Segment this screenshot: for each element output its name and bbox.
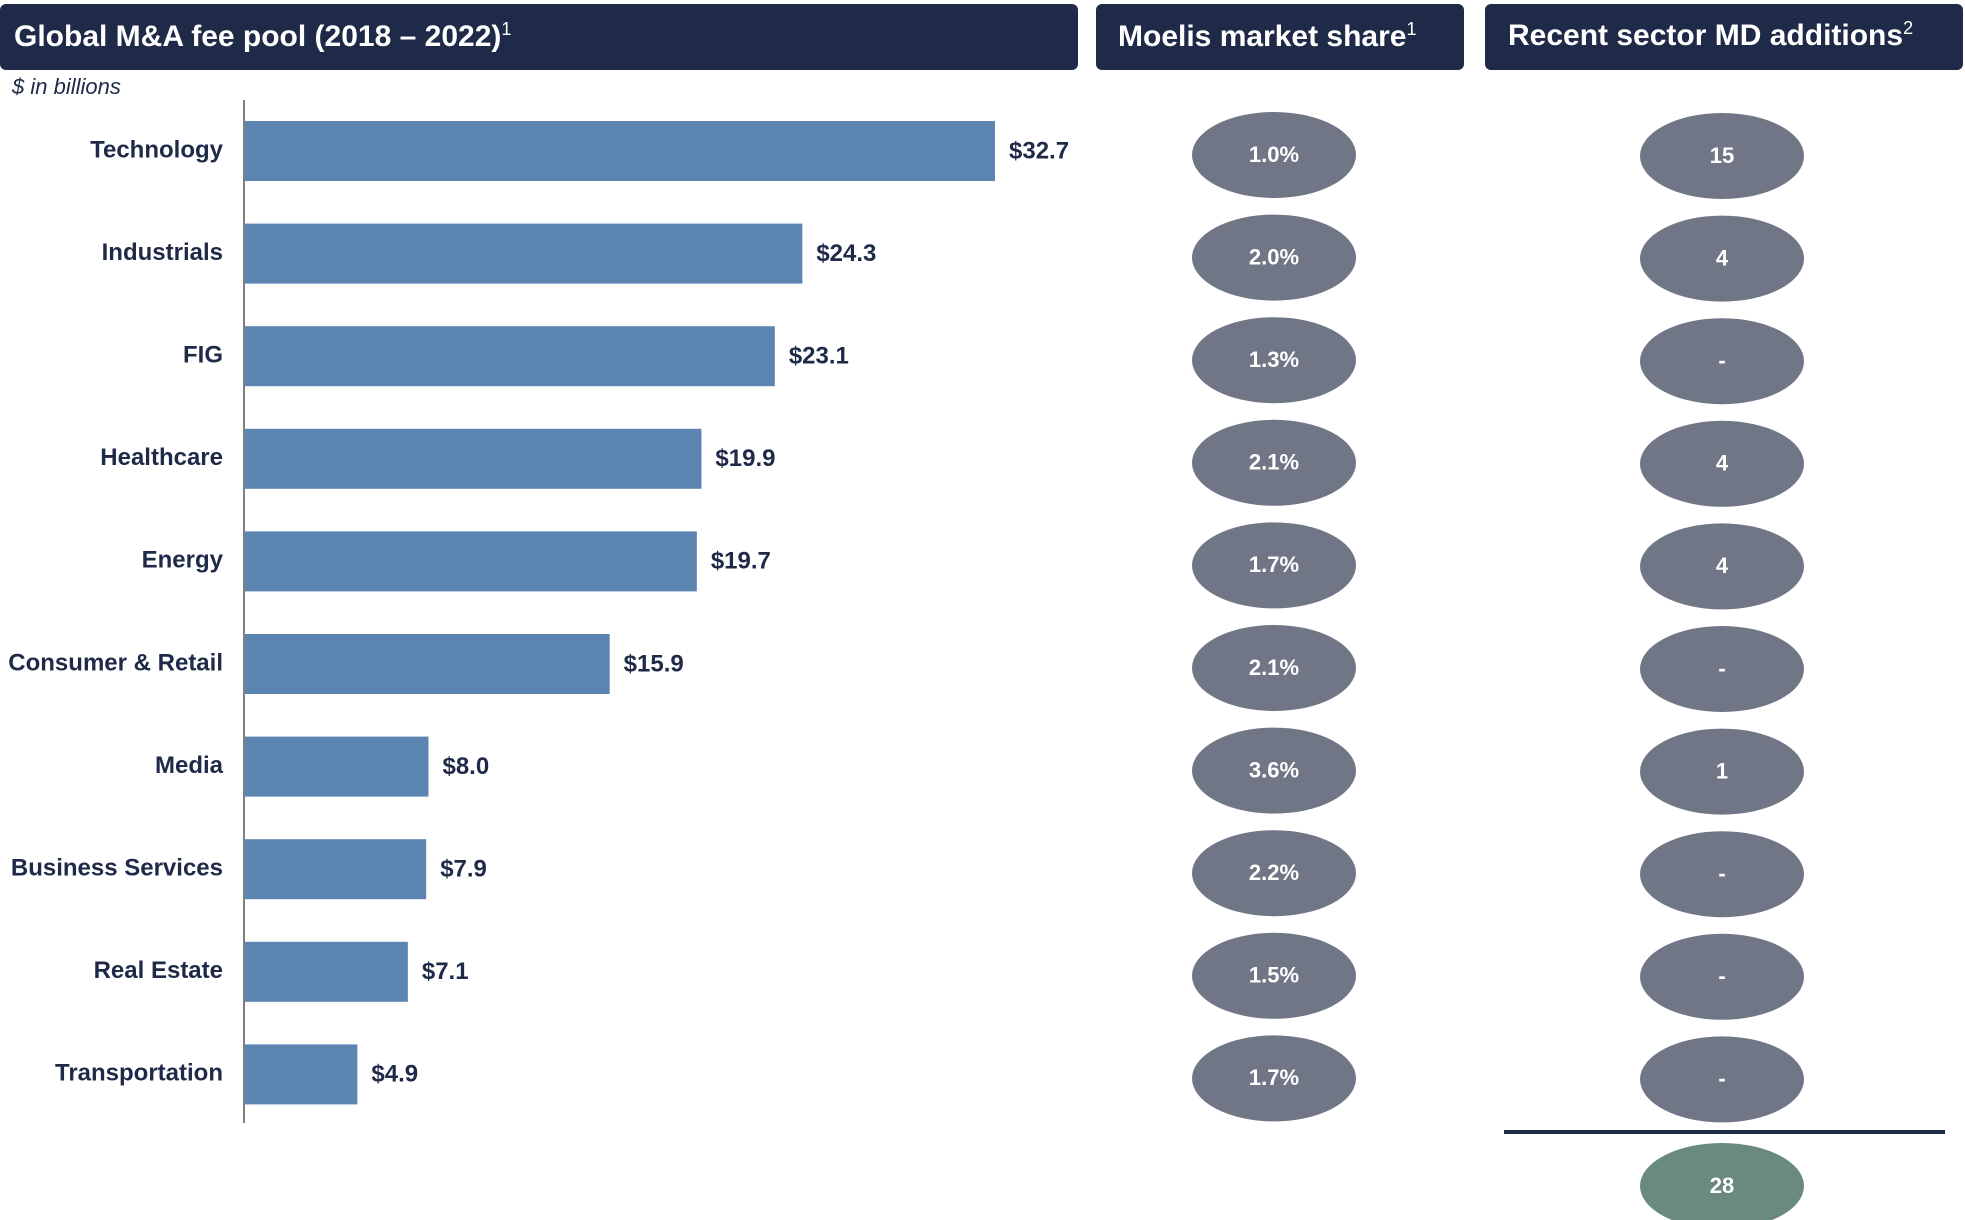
header-box (1485, 4, 1963, 70)
value-label: $32.7 (1009, 137, 1069, 164)
md-ellipse (1640, 113, 1804, 199)
bar (245, 1044, 358, 1105)
share-ellipse (1192, 727, 1356, 814)
share-ellipse (1192, 419, 1356, 506)
md-ellipse (1640, 420, 1804, 507)
header-box (0, 4, 1078, 70)
category-label: Media (155, 752, 224, 779)
md-label: - (1718, 1066, 1725, 1091)
md-label: - (1718, 656, 1725, 681)
value-label: $15.9 (624, 650, 684, 677)
bar (245, 634, 610, 694)
share-ellipse (1192, 112, 1356, 198)
share-label: 1.7% (1249, 1065, 1299, 1090)
md-ellipse (1640, 728, 1804, 815)
column-title: Recent sector MD additions2 (1508, 18, 1913, 52)
category-label: Industrials (102, 239, 223, 266)
share-ellipse (1192, 214, 1356, 301)
md-ellipse (1640, 215, 1804, 302)
share-label: 2.1% (1249, 450, 1299, 475)
share-label: 1.3% (1249, 347, 1299, 372)
md-label: - (1718, 348, 1725, 373)
value-label: $7.9 (440, 856, 487, 883)
category-label: Consumer & Retail (8, 649, 223, 676)
md-label: 4 (1716, 451, 1729, 476)
share-ellipse (1192, 1035, 1356, 1122)
bar (245, 326, 775, 387)
md-label: 4 (1716, 553, 1729, 578)
md-ellipse (1640, 933, 1804, 1020)
chart-title: Global M&A fee pool (2018 – 2022)1 (14, 19, 511, 53)
bar (245, 839, 427, 900)
share-label: 1.0% (1249, 142, 1299, 167)
md-label: 4 (1716, 245, 1729, 270)
share-ellipse (1192, 625, 1356, 711)
value-label: $7.1 (422, 958, 469, 985)
column-title: Moelis market share1 (1118, 19, 1417, 53)
share-label: 2.1% (1249, 655, 1299, 680)
value-label: $19.9 (715, 445, 775, 472)
bar (245, 941, 408, 1002)
md-ellipse (1640, 523, 1804, 610)
category-label: Healthcare (100, 444, 223, 471)
bar (245, 428, 702, 489)
total-label: 28 (1710, 1173, 1734, 1198)
bar (245, 736, 429, 797)
subtitle: $ in billions (11, 74, 121, 99)
share-label: 1.7% (1249, 552, 1299, 577)
value-label: $4.9 (371, 1061, 418, 1088)
bar (245, 531, 697, 592)
category-label: Technology (90, 136, 224, 163)
md-label: 1 (1716, 758, 1728, 783)
category-label: Real Estate (94, 957, 223, 984)
md-ellipse (1640, 626, 1804, 712)
share-ellipse (1192, 522, 1356, 609)
category-label: Energy (142, 547, 224, 574)
value-label: $24.3 (816, 240, 876, 267)
value-label: $23.1 (789, 343, 849, 370)
share-ellipse (1192, 830, 1356, 917)
share-label: 2.2% (1249, 860, 1299, 885)
bar (245, 121, 995, 181)
total-ellipse (1640, 1143, 1804, 1220)
share-label: 3.6% (1249, 757, 1299, 782)
share-ellipse (1192, 932, 1356, 1019)
md-ellipse (1640, 318, 1804, 405)
md-label: - (1718, 964, 1725, 989)
md-label: - (1718, 861, 1725, 886)
bar (245, 223, 803, 284)
md-ellipse (1640, 831, 1804, 918)
category-label: Transportation (55, 1060, 223, 1087)
share-label: 2.0% (1249, 244, 1299, 269)
category-label: Business Services (11, 855, 223, 882)
header-box (1096, 4, 1464, 70)
share-label: 1.5% (1249, 963, 1299, 988)
md-ellipse (1640, 1036, 1804, 1123)
value-label: $8.0 (442, 753, 489, 780)
share-ellipse (1192, 317, 1356, 404)
md-label: 15 (1710, 143, 1734, 168)
category-label: FIG (183, 342, 223, 369)
value-label: $19.7 (711, 548, 771, 575)
